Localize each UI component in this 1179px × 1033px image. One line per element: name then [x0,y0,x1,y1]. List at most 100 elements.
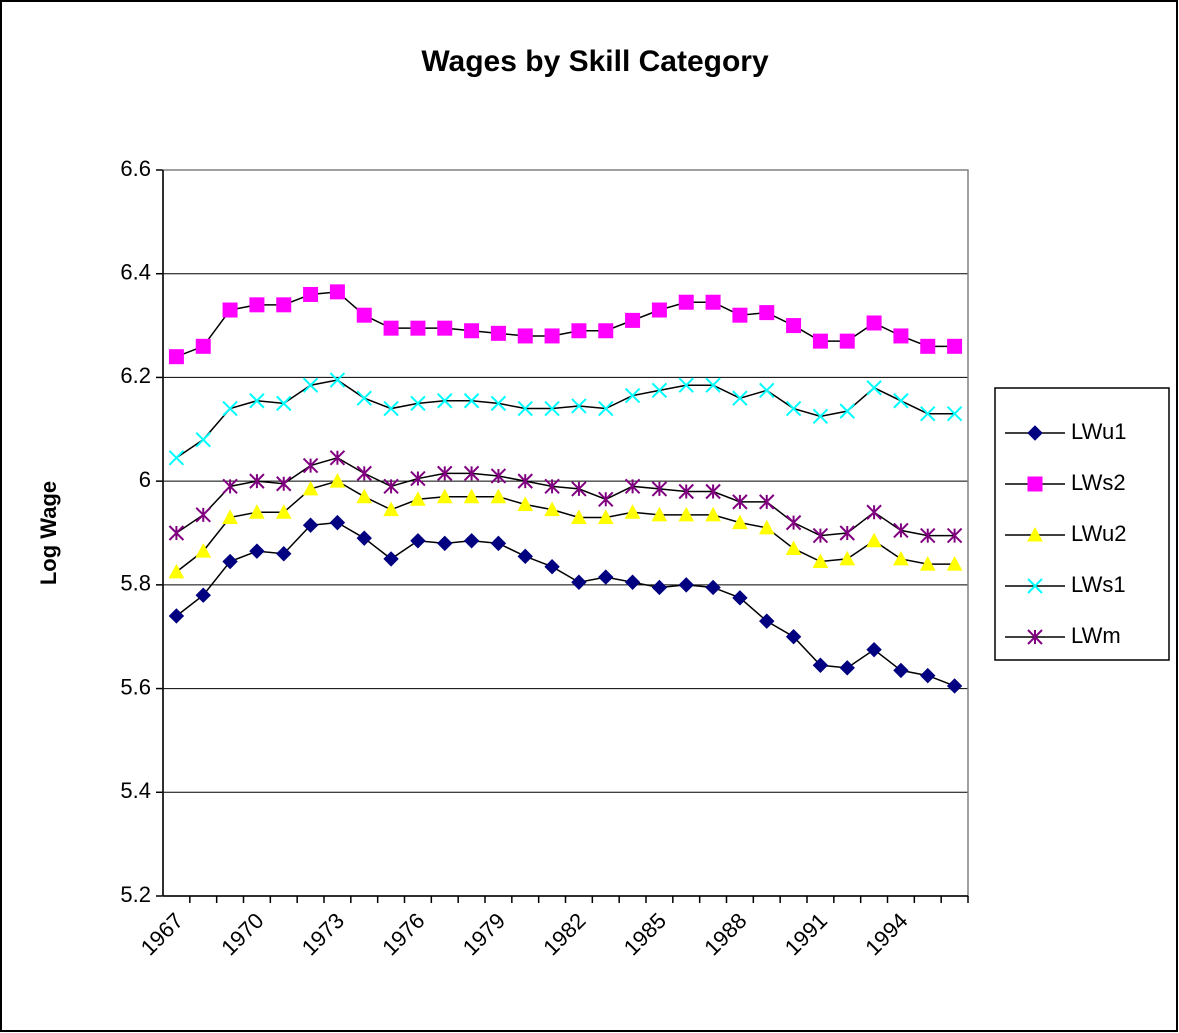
y-tick-label: 5.6 [120,674,151,699]
marker [490,488,507,504]
marker [705,579,721,596]
marker [785,400,802,417]
marker [732,514,748,530]
marker [168,450,185,466]
marker [920,338,936,354]
marker [410,395,426,412]
marker [222,509,238,524]
legend-label: LWm [1071,623,1121,648]
marker [919,556,936,571]
series-markers [168,372,963,466]
marker [786,318,802,334]
legend-label: LWs1 [1071,572,1126,597]
marker [168,563,185,579]
marker [651,382,668,399]
marker [732,494,748,510]
series-line [175,379,955,459]
marker [195,587,211,603]
marker [947,338,963,354]
y-axis-label: Log Wage [36,481,61,585]
marker [732,390,748,406]
marker [651,302,667,318]
marker [302,480,319,496]
marker [866,380,882,396]
marker [732,307,748,323]
y-tick-label: 6.6 [120,156,151,181]
marker [920,527,936,544]
marker [893,393,909,409]
marker [651,579,668,596]
marker [839,333,855,349]
marker [598,491,614,508]
marker [1027,526,1043,542]
marker [893,522,909,539]
marker [276,546,292,562]
marker [517,496,534,511]
marker [195,338,211,354]
marker [624,478,641,495]
marker [222,400,238,417]
marker [759,305,775,321]
marker [759,382,775,399]
marker [383,400,399,417]
marker [920,406,936,422]
marker [463,533,480,549]
marker [437,465,453,482]
marker [517,548,533,565]
marker [624,387,641,404]
marker [705,294,721,310]
marker [1027,629,1043,645]
marker [168,349,184,365]
legend-label: LWu1 [1071,419,1126,444]
marker [571,398,587,414]
marker [839,403,855,419]
marker [651,506,668,522]
marker [463,393,480,409]
marker [839,660,855,676]
marker [678,294,694,310]
marker [410,320,426,336]
marker [490,468,507,484]
marker [920,667,936,684]
marker [383,320,399,336]
marker [598,323,614,339]
marker [946,527,963,544]
marker [329,284,345,300]
marker [303,286,319,302]
marker [598,569,614,585]
marker [758,519,775,535]
marker [195,431,211,448]
marker [1027,425,1043,441]
series-markers [168,514,963,694]
marker [383,551,399,567]
marker [678,577,694,593]
marker [356,488,373,504]
marker [437,393,453,409]
marker [759,613,775,629]
series-line [175,456,955,537]
marker [383,478,399,495]
marker [625,312,641,328]
marker [571,509,587,524]
marker [517,400,533,417]
marker [410,470,426,487]
marker [544,559,560,575]
marker [812,657,829,673]
marker [812,553,829,569]
marker [302,377,319,393]
marker [866,315,882,331]
marker [866,504,882,520]
marker [705,483,721,500]
marker [866,532,882,548]
marker [436,488,453,504]
marker [356,530,372,546]
marker [785,540,802,556]
marker [866,641,882,658]
marker [195,543,212,558]
marker [329,450,346,466]
marker [249,504,265,519]
marker [329,372,346,388]
marker [463,465,480,482]
